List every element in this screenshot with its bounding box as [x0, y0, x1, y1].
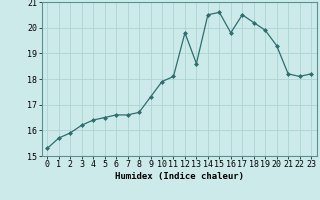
- X-axis label: Humidex (Indice chaleur): Humidex (Indice chaleur): [115, 172, 244, 181]
